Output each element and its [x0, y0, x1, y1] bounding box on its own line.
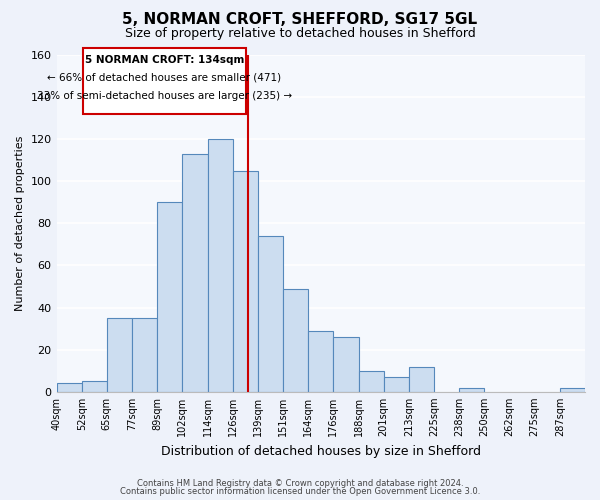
Bar: [208, 139, 233, 392]
Text: 5, NORMAN CROFT, SHEFFORD, SG17 5GL: 5, NORMAN CROFT, SHEFFORD, SG17 5GL: [122, 12, 478, 28]
Bar: [283, 288, 308, 392]
Bar: [409, 366, 434, 392]
Bar: [334, 337, 359, 392]
Text: Size of property relative to detached houses in Shefford: Size of property relative to detached ho…: [125, 28, 475, 40]
Bar: [82, 382, 107, 392]
Bar: [258, 236, 283, 392]
Text: Contains HM Land Registry data © Crown copyright and database right 2024.: Contains HM Land Registry data © Crown c…: [137, 478, 463, 488]
Bar: [560, 388, 585, 392]
Bar: [107, 318, 132, 392]
Text: Contains public sector information licensed under the Open Government Licence 3.: Contains public sector information licen…: [120, 487, 480, 496]
Bar: [308, 330, 334, 392]
Text: 33% of semi-detached houses are larger (235) →: 33% of semi-detached houses are larger (…: [37, 90, 292, 101]
FancyBboxPatch shape: [83, 48, 245, 114]
X-axis label: Distribution of detached houses by size in Shefford: Distribution of detached houses by size …: [161, 444, 481, 458]
Text: ← 66% of detached houses are smaller (471): ← 66% of detached houses are smaller (47…: [47, 72, 281, 83]
Bar: [182, 154, 208, 392]
Bar: [359, 370, 383, 392]
Bar: [459, 388, 484, 392]
Bar: [383, 377, 409, 392]
Bar: [233, 170, 258, 392]
Bar: [132, 318, 157, 392]
Bar: [157, 202, 182, 392]
Y-axis label: Number of detached properties: Number of detached properties: [15, 136, 25, 311]
Bar: [56, 384, 82, 392]
Text: 5 NORMAN CROFT: 134sqm: 5 NORMAN CROFT: 134sqm: [85, 54, 244, 64]
